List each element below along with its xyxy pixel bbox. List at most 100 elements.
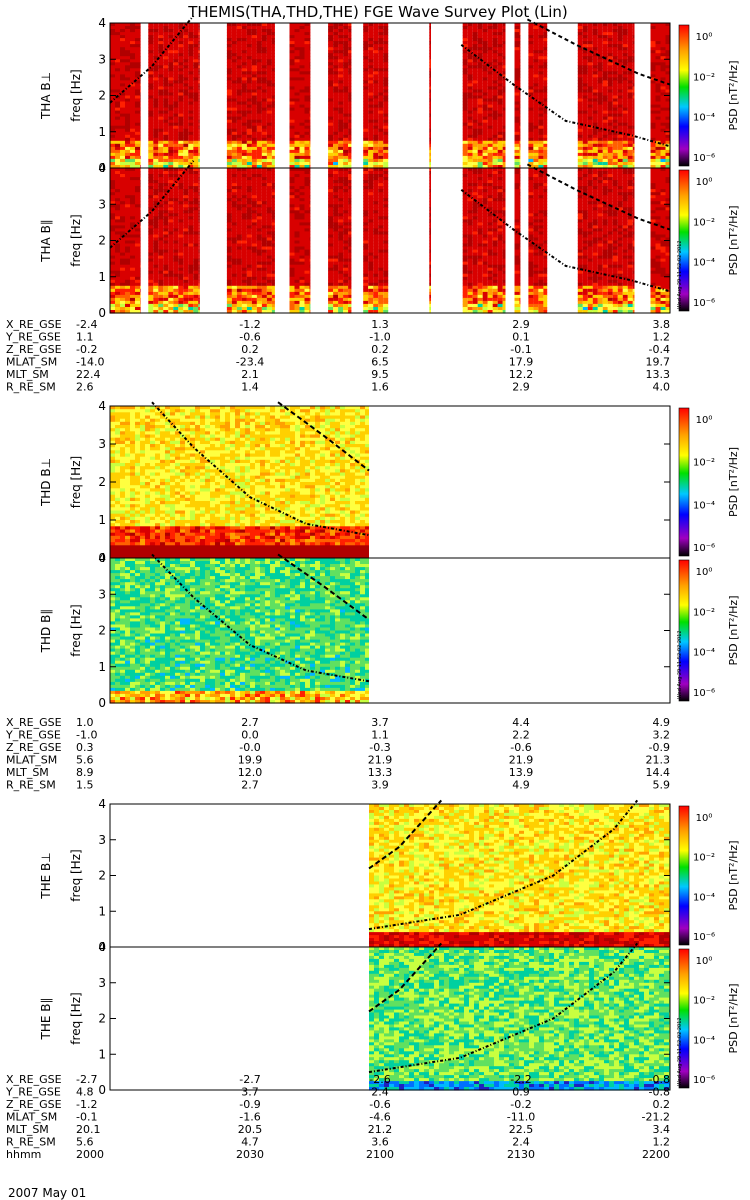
colorbar-gradient (678, 169, 690, 312)
orbit-row-label: Y_RE_GSE (5, 729, 61, 742)
orbit-row-label: MLT_SM (6, 368, 49, 381)
orbit-row-value: 0.2 (241, 343, 259, 356)
colorbar-tick: 10⁻⁶ (693, 153, 715, 164)
orbit-row-value: -0.0 (239, 741, 260, 754)
orbit-row-value: -1.0 (76, 729, 97, 742)
ytick-label: 0 (98, 306, 106, 320)
ytick-label: 2 (98, 624, 106, 638)
spectrogram-cells (110, 406, 369, 559)
orbit-row-value: 2.9 (512, 381, 530, 394)
colorbar-gradient (678, 805, 690, 946)
orbit-row-value: 21.2 (368, 1123, 393, 1136)
panel-ylabel-freq: freq [Hz] (69, 456, 83, 508)
orbit-row-label: R_RE_SM (6, 779, 56, 792)
orbit-row-value: 5.6 (76, 754, 94, 767)
gyrofrequency-curves (109, 15, 671, 148)
orbit-row-value: 4.9 (512, 779, 530, 792)
orbit-row-value: -0.3 (369, 741, 390, 754)
curve-line (368, 942, 443, 1013)
orbit-row-value: -0.1 (76, 1111, 97, 1124)
orbit-row-value: 19.9 (238, 754, 263, 767)
orbit-row-value: 3.7 (371, 716, 389, 729)
orbit-row-value: 4.8 (76, 1086, 94, 1099)
colorbar-label: PSD [nT²/Hz] (727, 595, 740, 665)
ytick-label: 4 (98, 399, 106, 413)
spectrogram-cells (369, 804, 670, 948)
ytick-label: 4 (98, 551, 106, 565)
orbit-row-value: -23.4 (236, 356, 264, 369)
orbit-row-value: -0.4 (649, 343, 670, 356)
colorbar-tick: 10⁻² (693, 458, 715, 469)
orbit-row-value: 4.4 (512, 716, 530, 729)
ytick-label: 4 (98, 797, 106, 811)
orbit-row-label: X_RE_GSE (6, 716, 62, 729)
ytick-label: 0 (98, 940, 106, 954)
ytick-label: 0 (98, 696, 106, 710)
orbit-row-value: 2.1 (241, 368, 259, 381)
orbit-row-value: 0.1 (512, 331, 530, 344)
colorbar-tick: 10⁰ (696, 177, 713, 188)
orbit-row-value: 19.7 (646, 356, 671, 369)
ytick-label: 3 (98, 52, 106, 66)
chart-title: THEMIS(THA,THD,THE) FGE Wave Survey Plot… (187, 3, 568, 21)
orbit-row-label: Y_RE_GSE (5, 1086, 61, 1099)
panel-ylabel: THD B⊥ (39, 458, 53, 507)
orbit-row-value: 2.4 (512, 1136, 530, 1149)
ytick-label: 4 (98, 940, 106, 954)
orbit-row-value: 13.9 (509, 766, 534, 779)
orbit-row-value: 17.9 (509, 356, 534, 369)
orbit-row-value: -2.2 (510, 1073, 531, 1086)
orbit-row-value: 2000 (76, 1148, 104, 1161)
orbit-row-value: 6.5 (371, 356, 389, 369)
spectrogram-cells (369, 947, 670, 1091)
orbit-row-value: 21.9 (368, 754, 393, 767)
orbit-row-value: 1.2 (653, 331, 671, 344)
orbit-table-1: X_RE_GSE 1.0 2.7 3.7 4.4 4.9 Y_RE_GSE -1.0 0.0 1.… (5, 716, 670, 792)
colorbar-gradient (678, 559, 690, 702)
ytick-label: 4 (98, 16, 106, 30)
orbit-row-value: 2.2 (512, 729, 530, 742)
orbit-row-value: 2100 (366, 1148, 394, 1161)
orbit-row-value: -4.6 (369, 1111, 390, 1124)
spectrogram-cells (110, 168, 670, 314)
orbit-row-label: MLAT_SM (6, 356, 57, 369)
orbit-row-value: 4.9 (653, 716, 671, 729)
curve-line (277, 553, 370, 621)
orbit-row-value: -0.1 (510, 343, 531, 356)
orbit-tables: X_RE_GSE -2.4 -1.2 1.3 2.9 3.8 Y_RE_GSE 1.1 -0.6… (5, 318, 670, 1161)
orbit-row-label: Y_RE_GSE (5, 331, 61, 344)
ytick-label: 3 (98, 833, 106, 847)
orbit-row-value: -2.6 (369, 1073, 390, 1086)
orbit-row-value: 1.3 (371, 318, 389, 331)
panel-4: 0 1 2 3 4 THE B⊥ freq [Hz] 10⁰ 10⁻² 10⁻⁴ 10⁻⁶ PSD [… (39, 797, 740, 954)
curve-line (151, 401, 370, 537)
gyrofrequency-curves (368, 799, 639, 931)
spectrogram-cells (110, 23, 670, 169)
colorbar-label: PSD [nT²/Hz] (727, 205, 740, 275)
curve-line (277, 401, 370, 472)
orbit-row-value: 8.9 (76, 766, 94, 779)
orbit-row-value: 0.0 (241, 729, 259, 742)
colorbar-tick: 10⁰ (696, 415, 713, 426)
ytick-label: 1 (98, 270, 106, 284)
colorbar-tick: 10⁰ (696, 813, 713, 824)
ytick-label: 2 (98, 234, 106, 248)
orbit-row-value: -14.0 (76, 356, 104, 369)
orbit-row-value: -11.0 (507, 1111, 535, 1124)
orbit-row-value: 1.0 (76, 716, 94, 729)
curve-line (368, 799, 639, 931)
orbit-row-value: 12.0 (238, 766, 263, 779)
colorbar-tick: 10⁻⁴ (693, 258, 715, 269)
orbit-row-value: 20.5 (238, 1123, 263, 1136)
colorbar-tick: 10⁻⁶ (693, 688, 715, 699)
timestamp-stamp: Wed Aug 29 11:52:02 2012 (677, 240, 683, 309)
spectrogram-cells (110, 558, 369, 704)
orbit-row-value: 1.4 (241, 381, 259, 394)
colorbar-label: PSD [nT²/Hz] (727, 840, 740, 910)
orbit-row-label: Z_RE_GSE (6, 343, 62, 356)
curve-line (109, 160, 195, 249)
orbit-row-value: 2.7 (241, 779, 259, 792)
ytick-label: 4 (98, 161, 106, 175)
orbit-row-value: 1.6 (371, 381, 389, 394)
ytick-label: 3 (98, 587, 106, 601)
